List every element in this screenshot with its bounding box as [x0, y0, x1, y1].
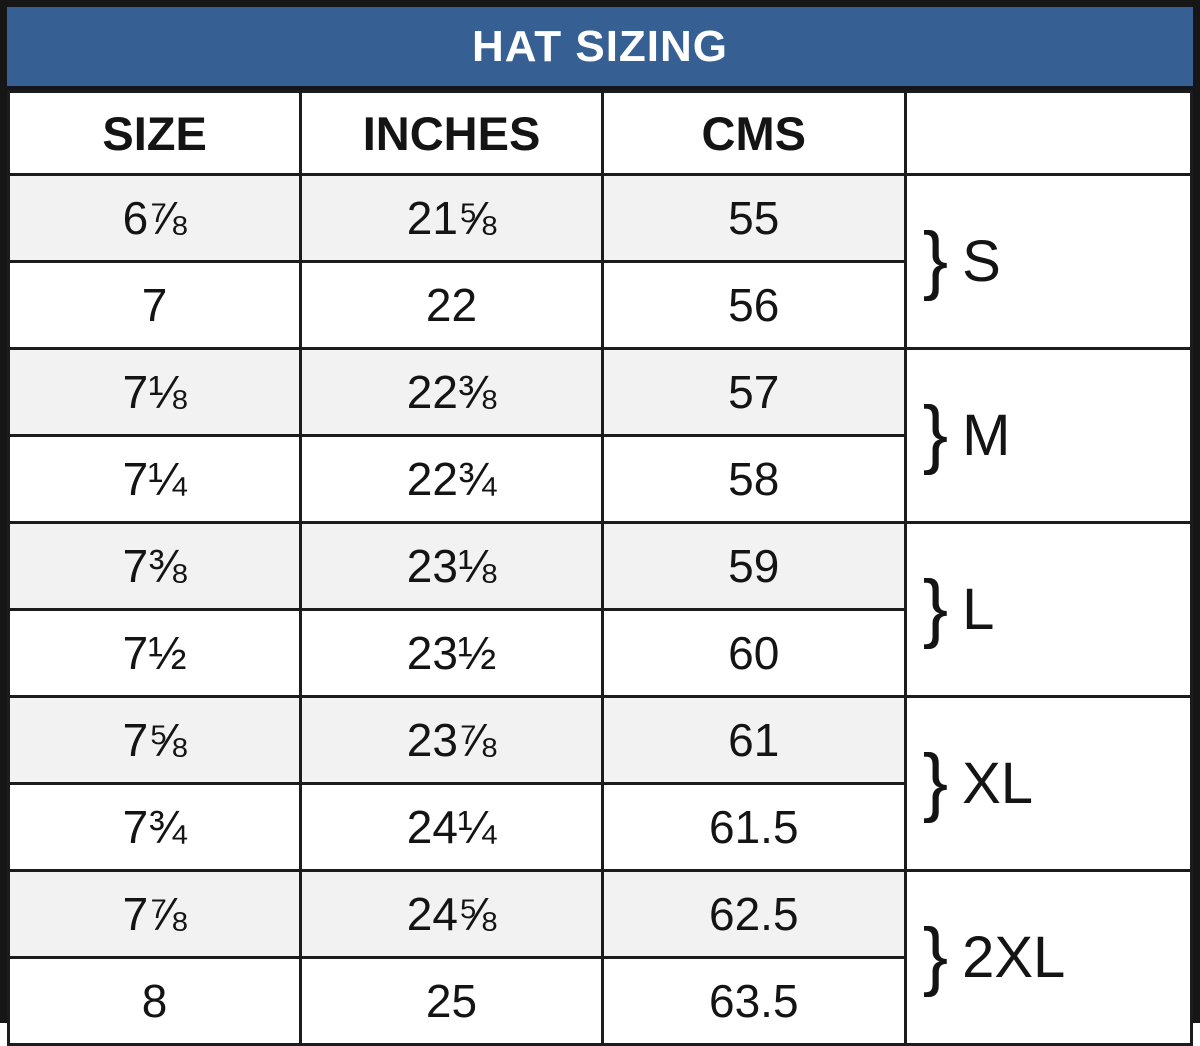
- brace-glyph: }: [922, 216, 949, 302]
- size-group-label: XL: [962, 750, 1034, 816]
- table-row: 6⅞ 21⅝ 55 } S: [6, 173, 1194, 350]
- cell-cms: 63.5: [600, 956, 907, 1046]
- column-header-group: [903, 90, 1194, 176]
- cell-cms: 61.5: [600, 782, 907, 872]
- table-row: 7⅛ 22⅜ 57 } M: [6, 347, 1194, 524]
- size-group-cell-l: } L: [903, 521, 1194, 698]
- brace-glyph: }: [922, 912, 949, 998]
- cell-inches: 22¾: [299, 434, 604, 524]
- cell-inches: 23⅞: [299, 695, 604, 785]
- table-row: 7⅝ 23⅞ 61 } XL: [6, 695, 1194, 872]
- cell-cms: 62.5: [600, 869, 907, 959]
- cell-inches: 22⅜: [299, 347, 604, 437]
- cell-size: 7⅞: [6, 869, 303, 959]
- cell-inches: 23⅛: [299, 521, 604, 611]
- size-group-cell-s: } S: [903, 173, 1194, 350]
- cell-size: 7: [6, 260, 303, 350]
- cell-cms: 57: [600, 347, 907, 437]
- cell-size: 7⅝: [6, 695, 303, 785]
- table-row: 7½ 23½ 60: [6, 608, 1192, 698]
- cell-cms: 59: [600, 521, 907, 611]
- brace-glyph: }: [922, 738, 949, 824]
- size-group-cell-2xl: } 2XL: [903, 869, 1194, 1046]
- cell-cms: 56: [600, 260, 907, 350]
- cell-size: 7⅛: [6, 347, 303, 437]
- cell-cms: 61: [600, 695, 907, 785]
- cell-size: 7⅜: [6, 521, 303, 611]
- cell-size: 7¼: [6, 434, 303, 524]
- cell-cms: 60: [600, 608, 907, 698]
- table-row: 7¼ 22¾ 58: [6, 434, 1192, 524]
- cell-cms: 55: [600, 173, 907, 263]
- cell-inches: 24⅝: [299, 869, 604, 959]
- size-group-label: S: [962, 228, 1001, 294]
- cell-inches: 23½: [299, 608, 604, 698]
- sizing-table: SIZE INCHES CMS 6⅞ 21⅝ 55 } S 7 2: [6, 90, 1194, 1046]
- table-row: 7⅞ 24⅝ 62.5 } 2XL: [6, 869, 1194, 1046]
- column-header-size: SIZE: [6, 90, 303, 176]
- size-group-label: 2XL: [962, 924, 1066, 990]
- cell-inches: 24¼: [299, 782, 604, 872]
- header-row: SIZE INCHES CMS: [6, 90, 1194, 176]
- size-group-label: L: [962, 576, 995, 642]
- cell-size: 8: [6, 956, 303, 1046]
- chart-title: HAT SIZING: [7, 7, 1193, 90]
- column-header-inches: INCHES: [299, 90, 604, 176]
- table-row: 7¾ 24¼ 61.5: [6, 782, 1192, 872]
- size-group-cell-m: } M: [903, 347, 1194, 524]
- cell-size: 6⅞: [6, 173, 303, 263]
- cell-inches: 25: [299, 956, 604, 1046]
- cell-size: 7½: [6, 608, 303, 698]
- cell-inches: 22: [299, 260, 604, 350]
- brace-glyph: }: [922, 564, 949, 650]
- brace-glyph: }: [922, 390, 949, 476]
- size-group-cell-xl: } XL: [903, 695, 1194, 872]
- cell-cms: 58: [600, 434, 907, 524]
- size-group-label: M: [962, 402, 1011, 468]
- column-header-cms: CMS: [600, 90, 907, 176]
- cell-size: 7¾: [6, 782, 303, 872]
- table-row: 7⅜ 23⅛ 59 } L: [6, 521, 1194, 698]
- table-row: 7 22 56: [6, 260, 1192, 350]
- cell-inches: 21⅝: [299, 173, 604, 263]
